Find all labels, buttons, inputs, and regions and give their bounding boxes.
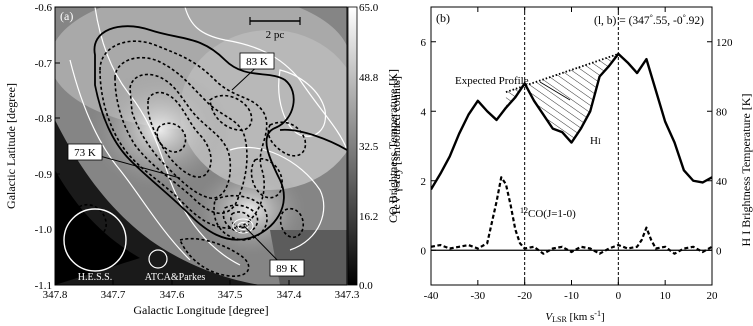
expected-profile-pointer: [539, 81, 571, 101]
y-left-tick-label: 2: [421, 176, 427, 188]
svg-text:347.8: 347.8: [43, 289, 68, 301]
svg-text:-1.1: -1.1: [35, 280, 52, 292]
atca-beam-icon: [148, 249, 168, 269]
y-right-tick-label: 0: [716, 245, 722, 257]
x-tick-label: -10: [564, 290, 579, 302]
y-right-tick-label: 80: [716, 106, 728, 118]
x-tick-label: -40: [424, 290, 439, 302]
scale-bar-label: 2 pc: [266, 29, 285, 41]
svg-text:-0.8: -0.8: [35, 113, 53, 125]
svg-text:48.8: 48.8: [359, 72, 379, 84]
co-profile-line: [431, 176, 712, 255]
panel-b-title: (l, b) = (347°.55, -0°.92): [594, 13, 704, 27]
co-label: 12CO(J=1-0): [520, 206, 576, 220]
x-tick-label: 20: [707, 290, 719, 302]
colorbar: [347, 6, 358, 286]
svg-text:32.5: 32.5: [359, 141, 379, 153]
expected-profile-line: [505, 53, 619, 93]
panel-a: (a) 2 pc 83 K 73 K 89 K H.E.S.S. ATCA&Pa…: [4, 2, 403, 317]
x-tick-label: -20: [517, 290, 532, 302]
panel-b-frame: [430, 6, 713, 286]
colorbar-label: TeV γ-ray [smoothed counts]: [389, 76, 403, 216]
svg-text:-0.7: -0.7: [35, 58, 53, 70]
x-tick-label: 10: [660, 290, 672, 302]
atca-label: ATCA&Parkes: [145, 272, 206, 283]
label-89k: 89 K: [243, 225, 305, 277]
svg-text:-0.9: -0.9: [35, 169, 53, 181]
hi-contour: [93, 25, 295, 241]
label-73k: 73 K: [67, 143, 181, 179]
y-left-tick-label: 0: [421, 245, 427, 257]
co-contours: [72, 40, 307, 277]
expected-profile-label: Expected Profile: [455, 75, 529, 87]
svg-text:347.5: 347.5: [218, 289, 243, 301]
white-contours: [69, 7, 347, 266]
svg-text:73 K: 73 K: [74, 147, 96, 159]
panel-a-y-ticks: -0.6 -0.7 -0.8 -0.9 -1.0 -1.1: [35, 2, 53, 292]
panel-b-xlabel: VLSR [km s-1]: [545, 309, 604, 324]
panel-b-label: (b): [436, 11, 450, 25]
svg-text:347.4: 347.4: [277, 289, 302, 301]
svg-text:-1.0: -1.0: [35, 224, 53, 236]
svg-text:0.0: 0.0: [359, 280, 373, 292]
colorbar-ticks: 65.0 48.8 32.5 16.2 0.0: [359, 2, 379, 292]
hess-beam-icon: [63, 208, 127, 272]
hatched-deficit-region: [505, 53, 619, 143]
panel-b-ylabel-left: CO Brightness Temperature [K]: [386, 69, 400, 223]
gamma-ray-map: [55, 7, 347, 285]
svg-text:65.0: 65.0: [359, 2, 379, 14]
x-tick-label: -30: [470, 290, 485, 302]
panel-a-x-ticks: 347.8 347.7 347.6 347.5 347.4 347.3: [43, 289, 360, 301]
panel-a-ylabel: Galactic Latitude [degree]: [4, 83, 18, 209]
panel-a-label: (a): [60, 9, 73, 23]
label-83k: 83 K: [231, 52, 275, 91]
y-right-tick-label: 120: [716, 37, 733, 49]
y-left-tick-label: 6: [421, 37, 427, 49]
svg-text:16.2: 16.2: [359, 211, 378, 223]
svg-text:83 K: 83 K: [246, 56, 268, 68]
source-rings: [232, 218, 254, 234]
x-tick-label: 0: [616, 290, 622, 302]
hi-label: HI: [590, 135, 601, 147]
panel-a-xlabel: Galactic Longitude [degree]: [133, 303, 268, 317]
svg-text:347.6: 347.6: [160, 289, 185, 301]
svg-text:347.7: 347.7: [101, 289, 126, 301]
y-left-tick-label: 4: [421, 106, 427, 118]
panel-b-ylabel-right: H I Brightness Temperature [K]: [739, 94, 753, 247]
hi-profile-line: [431, 52, 712, 191]
hess-label: H.E.S.S.: [78, 272, 112, 283]
panel-b: -40 -30 -20 -10 0 10 20 0 2 4 6 0 40 80 120 (b) (l, b)…: [386, 6, 753, 324]
svg-text:-0.6: -0.6: [35, 2, 53, 14]
svg-text:347.3: 347.3: [335, 289, 360, 301]
panel-a-frame: [54, 6, 348, 286]
y-right-tick-label: 40: [716, 176, 728, 188]
svg-text:89 K: 89 K: [276, 263, 298, 275]
